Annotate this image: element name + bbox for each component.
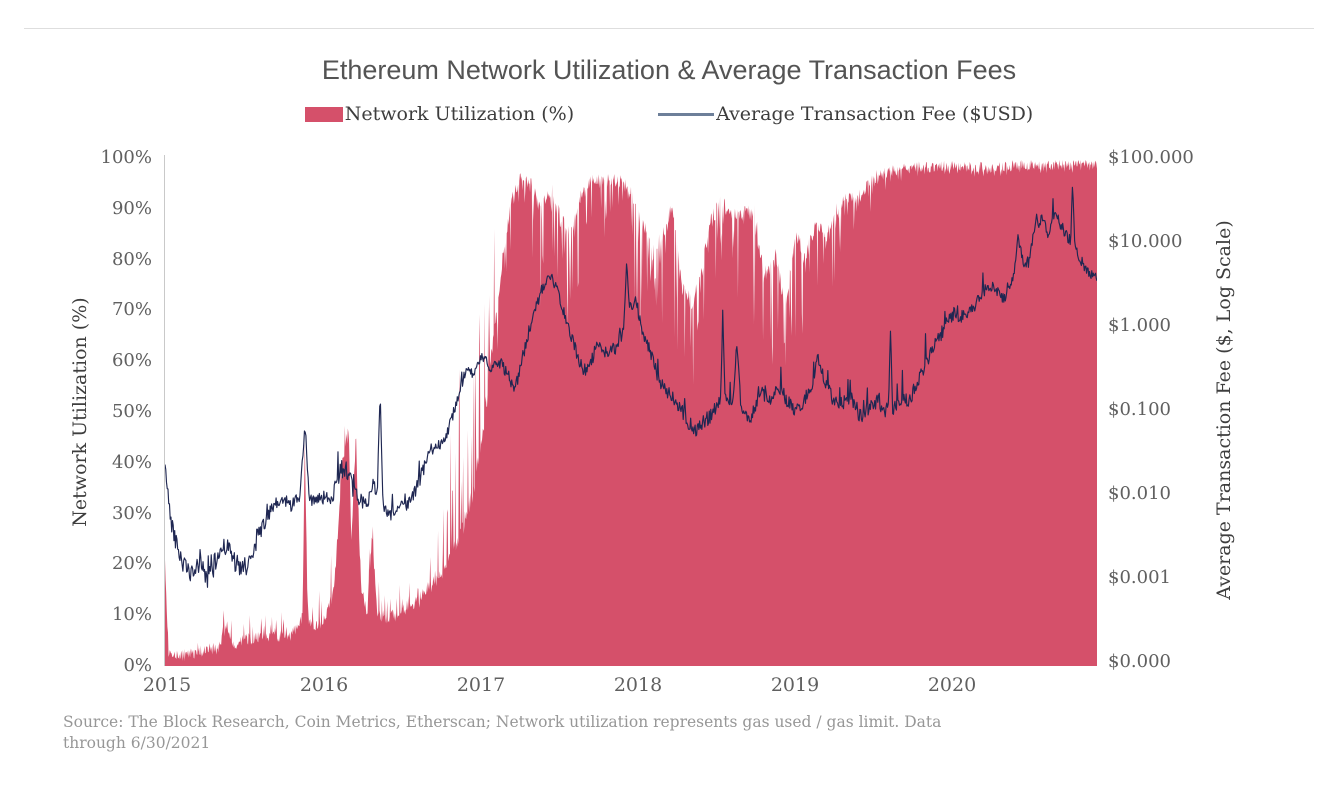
legend: Network Utilization (%) Average Transact…: [0, 103, 1338, 125]
left-tick-20%: 20%: [111, 553, 152, 575]
right-tick-$100.000: $100.000: [1108, 147, 1194, 168]
left-tick-10%: 10%: [111, 604, 152, 626]
fee-line-swatch-icon: [658, 112, 715, 116]
right-tick-$0.010: $0.010: [1108, 483, 1171, 504]
fee-line-series: [165, 186, 1097, 588]
right-tick-$1.000: $1.000: [1108, 315, 1171, 336]
left-axis-line: [164, 155, 165, 666]
left-tick-60%: 60%: [111, 350, 152, 372]
plot-area: [165, 160, 1097, 666]
x-tick-2020: 2020: [927, 674, 977, 696]
left-tick-80%: 80%: [111, 248, 152, 270]
left-tick-30%: 30%: [111, 502, 152, 524]
legend-label-utilization: Network Utilization (%): [344, 103, 575, 125]
utilization-area-swatch-icon: [304, 106, 343, 122]
right-tick-$0.001: $0.001: [1108, 567, 1171, 588]
top-divider: [24, 28, 1314, 29]
left-tick-40%: 40%: [111, 451, 152, 473]
x-tick-2015: 2015: [142, 674, 192, 696]
right-tick-$10.000: $10.000: [1108, 231, 1183, 252]
source-line-1: Source: The Block Research, Coin Metrics…: [63, 713, 942, 731]
x-tick-2017: 2017: [456, 674, 506, 696]
left-tick-90%: 90%: [111, 197, 152, 219]
left-tick-0%: 0%: [123, 655, 152, 676]
legend-label-fee: Average Transaction Fee ($USD): [716, 103, 1034, 125]
right-tick-$0.100: $0.100: [1108, 399, 1171, 420]
chart-title: Ethereum Network Utilization & Average T…: [321, 55, 1017, 85]
left-tick-50%: 50%: [111, 401, 152, 422]
x-tick-2016: 2016: [299, 674, 349, 696]
source-note: Source: The Block Research, Coin Metrics…: [63, 712, 941, 754]
legend-item-fee: Average Transaction Fee ($USD): [658, 103, 1033, 125]
right-tick-$0.000: $0.000: [1108, 651, 1171, 672]
source-line-2: through 6/30/2021: [63, 734, 211, 752]
x-tick-2019: 2019: [770, 674, 820, 696]
left-tick-100%: 100%: [100, 147, 152, 168]
left-tick-70%: 70%: [111, 299, 152, 321]
x-tick-2018: 2018: [613, 674, 663, 696]
legend-item-utilization: Network Utilization (%): [304, 103, 575, 125]
utilization-area-series: [165, 160, 1097, 666]
